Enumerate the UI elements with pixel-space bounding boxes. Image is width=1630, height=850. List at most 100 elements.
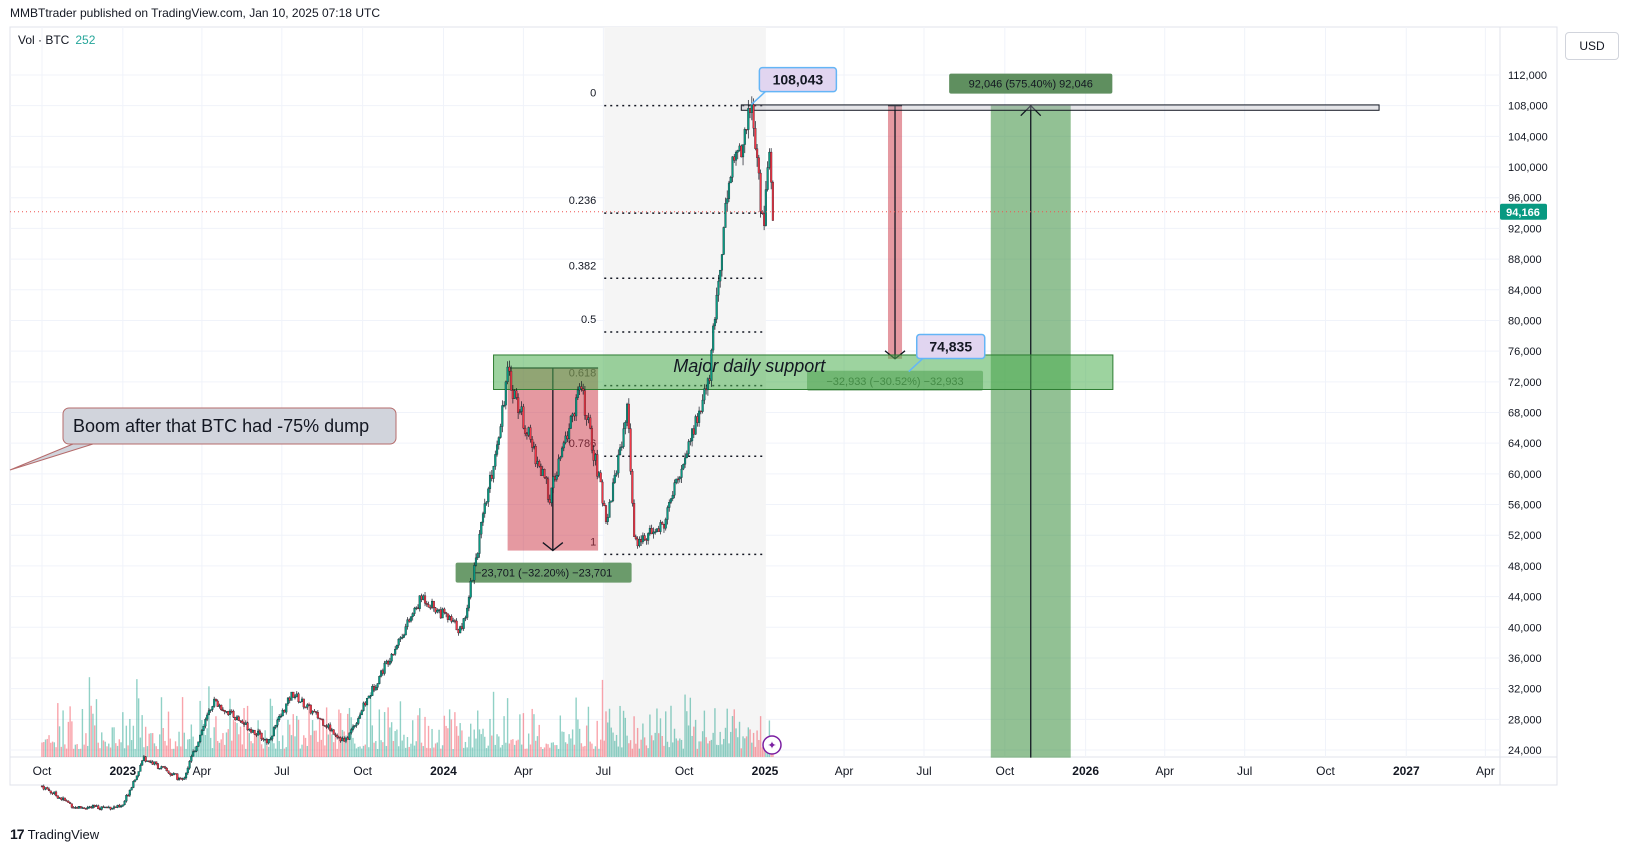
candle-body [90,806,93,808]
volume-bar [390,722,393,757]
price-label-pointer [908,357,924,373]
candle-body [568,428,571,440]
volume-bar [327,734,330,757]
candle-body [46,787,49,790]
volume-bar [369,692,372,757]
volume-bar [343,731,345,757]
candle-body [327,724,330,728]
annotations[interactable]: Boom after that BTC had -75% dump ✦ [9,407,782,755]
volume-bar [211,748,214,757]
candle-body [155,761,158,764]
resistance-zone [740,104,1380,111]
price-label-box [915,333,986,360]
candle-body [144,756,147,762]
volume-bar [234,721,236,757]
candle-body [95,805,98,807]
volume-bar [505,742,507,757]
volume-bar [139,737,142,757]
currency-button[interactable]: USD [1565,32,1619,60]
time-tick-label: 2026 [1072,764,1099,778]
tradingview-footer[interactable]: 17 TradingView [10,826,99,842]
candle-body [473,565,476,581]
price-tick-label: 52,000 [1508,530,1542,542]
candle-body [455,620,458,631]
volume-bar [624,717,627,757]
volume-bar [164,740,166,757]
candle-body [673,482,676,496]
volume-bar [352,737,354,757]
candle-body [51,792,54,794]
volume-bar [245,748,247,757]
volume-bar [359,746,361,757]
candle-body [573,413,576,417]
volume-bar [571,729,574,757]
price-axis[interactable]: 24,000 28,000 32,000 36,000 40,000 44,000 48,0… [10,70,1548,757]
volume-bar [610,727,612,757]
sparkle-icon [762,735,782,755]
candle-body [232,710,235,718]
candle-body [183,777,186,780]
volume-bar [197,745,200,757]
fib-shade [604,27,766,757]
candle-body [497,437,500,445]
candle-body [450,616,453,622]
volume-bar [322,718,324,757]
measure-label-bg [455,562,632,583]
volume-bar [670,705,672,757]
volume-bar [694,719,697,757]
volume-bar [347,713,349,757]
volume-bar [404,747,407,757]
candle-body [188,761,191,769]
time-tick-label: 2024 [430,764,457,778]
time-axis[interactable]: Oct 2023 Apr Jul Oct 2024 Apr Jul Oct 2025 Apr Jul O… [33,764,1495,778]
volume-bar [408,746,410,757]
volume-bar [427,725,430,757]
volume-bar [115,743,117,757]
candle-body [589,417,592,429]
candle-body [165,767,168,772]
volume-bar [605,711,607,757]
candle-body [684,457,687,465]
candle-body [339,737,342,742]
price-labels[interactable]: 108,043 74,835 [750,66,986,373]
volume-bar [535,740,537,757]
volume-bar [443,715,446,757]
volume-bar [573,744,576,757]
volume-bar [724,727,727,757]
volume-bar [633,716,635,757]
volume-bar [619,705,621,757]
sparkle-glyph: ✦ [767,740,776,752]
volume-bar [357,746,359,757]
candle-body [248,728,251,731]
candle-body [538,461,541,467]
candle-body [710,349,713,381]
time-tick-label: Oct [1316,764,1335,778]
support-zone [493,354,1114,390]
candle-body [308,704,311,706]
candle-body [606,517,609,522]
volume-bar [594,746,597,757]
volume-bar [364,744,366,757]
volume-bar [659,718,662,757]
volume-bar [148,733,150,757]
candle-body [211,706,214,710]
publish-info: MMBTtrader published on TradingView.com,… [10,6,380,20]
candle-body [195,746,198,752]
volume-bar [264,730,266,757]
volume-bar [508,743,511,757]
candle-body [141,760,144,766]
volume-bar [274,748,277,757]
candle-body [112,806,116,809]
volume-bar [666,741,669,757]
volume-bar [461,730,463,757]
candle-body [469,581,472,598]
volume-bar [220,739,222,757]
volume-legend[interactable]: Vol · BTC 252 [18,33,95,47]
measure-tools[interactable]: −23,701 (−32.20%) −23,701−32,933 (−30.52… [455,73,1113,758]
volume-bar [742,736,744,757]
volume-bar [129,718,131,757]
candle-body [281,709,284,717]
candle-body [691,428,694,442]
volume-bar [136,679,138,757]
